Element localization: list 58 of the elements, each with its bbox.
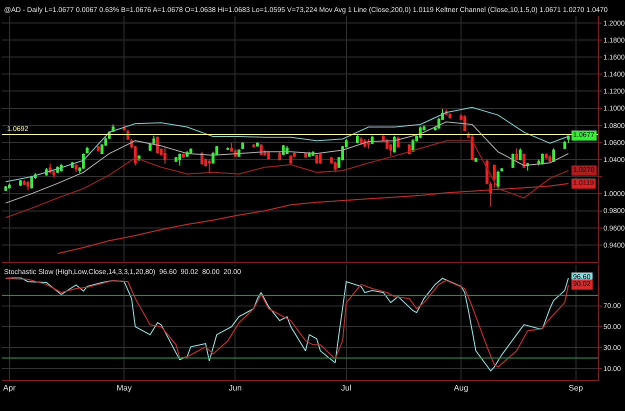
- candlestick: [541, 153, 544, 166]
- candlestick: [182, 153, 185, 158]
- candlestick: [318, 153, 322, 164]
- candlestick: [86, 146, 89, 154]
- line-series: [5, 140, 569, 218]
- candlestick: [8, 182, 11, 190]
- x-tick-label: Apr: [3, 384, 16, 393]
- candlestick: [178, 153, 182, 166]
- candlestick: [96, 145, 100, 152]
- candlestick: [360, 136, 362, 146]
- line-series: [5, 106, 569, 182]
- candlestick: [412, 138, 414, 152]
- candlestick: [152, 135, 156, 145]
- candlestick: [267, 150, 270, 160]
- candlestick: [200, 151, 204, 166]
- x-tick-label: Aug: [454, 384, 468, 393]
- candlestick: [334, 160, 337, 173]
- x-tick-label: Sep: [568, 384, 584, 393]
- candlestick: [470, 133, 474, 161]
- candlestick: [522, 153, 526, 169]
- x-tick-label: Jun: [228, 384, 242, 393]
- candlestick: [496, 170, 500, 190]
- candlestick: [241, 142, 244, 150]
- candlestick: [448, 112, 452, 119]
- candlestick: [82, 153, 85, 170]
- candlestick: [511, 153, 514, 169]
- candlestick: [392, 135, 396, 154]
- candlestick: [396, 136, 400, 148]
- candlestick: [563, 140, 566, 150]
- candlestick: [156, 136, 159, 154]
- line-series: [57, 183, 569, 254]
- candlestick: [548, 154, 552, 163]
- candlestick: [356, 134, 359, 144]
- candlestick: [26, 180, 30, 191]
- candlestick: [315, 154, 318, 164]
- candlestick: [74, 163, 78, 172]
- line-series: [5, 121, 569, 204]
- candlestick: [260, 144, 263, 156]
- candlestick: [515, 148, 518, 161]
- candlestick: [282, 144, 285, 156]
- candlestick: [492, 164, 496, 188]
- candlestick: [174, 156, 178, 163]
- candlestick: [278, 151, 282, 161]
- candlestick: [304, 152, 307, 158]
- candlestick: [163, 146, 166, 164]
- candlestick: [148, 142, 152, 152]
- x-tick-label: Jul: [341, 384, 352, 393]
- candlestick: [19, 180, 22, 186]
- candlestick: [256, 142, 259, 148]
- candlestick: [30, 175, 34, 190]
- candlestick: [552, 148, 555, 163]
- candlestick: [289, 154, 292, 166]
- candlestick: [367, 138, 370, 149]
- candlestick: [226, 147, 230, 151]
- candlestick: [474, 157, 478, 163]
- x-tick-label: May: [116, 384, 132, 393]
- candlestick: [208, 159, 211, 173]
- candlestick: [518, 148, 522, 161]
